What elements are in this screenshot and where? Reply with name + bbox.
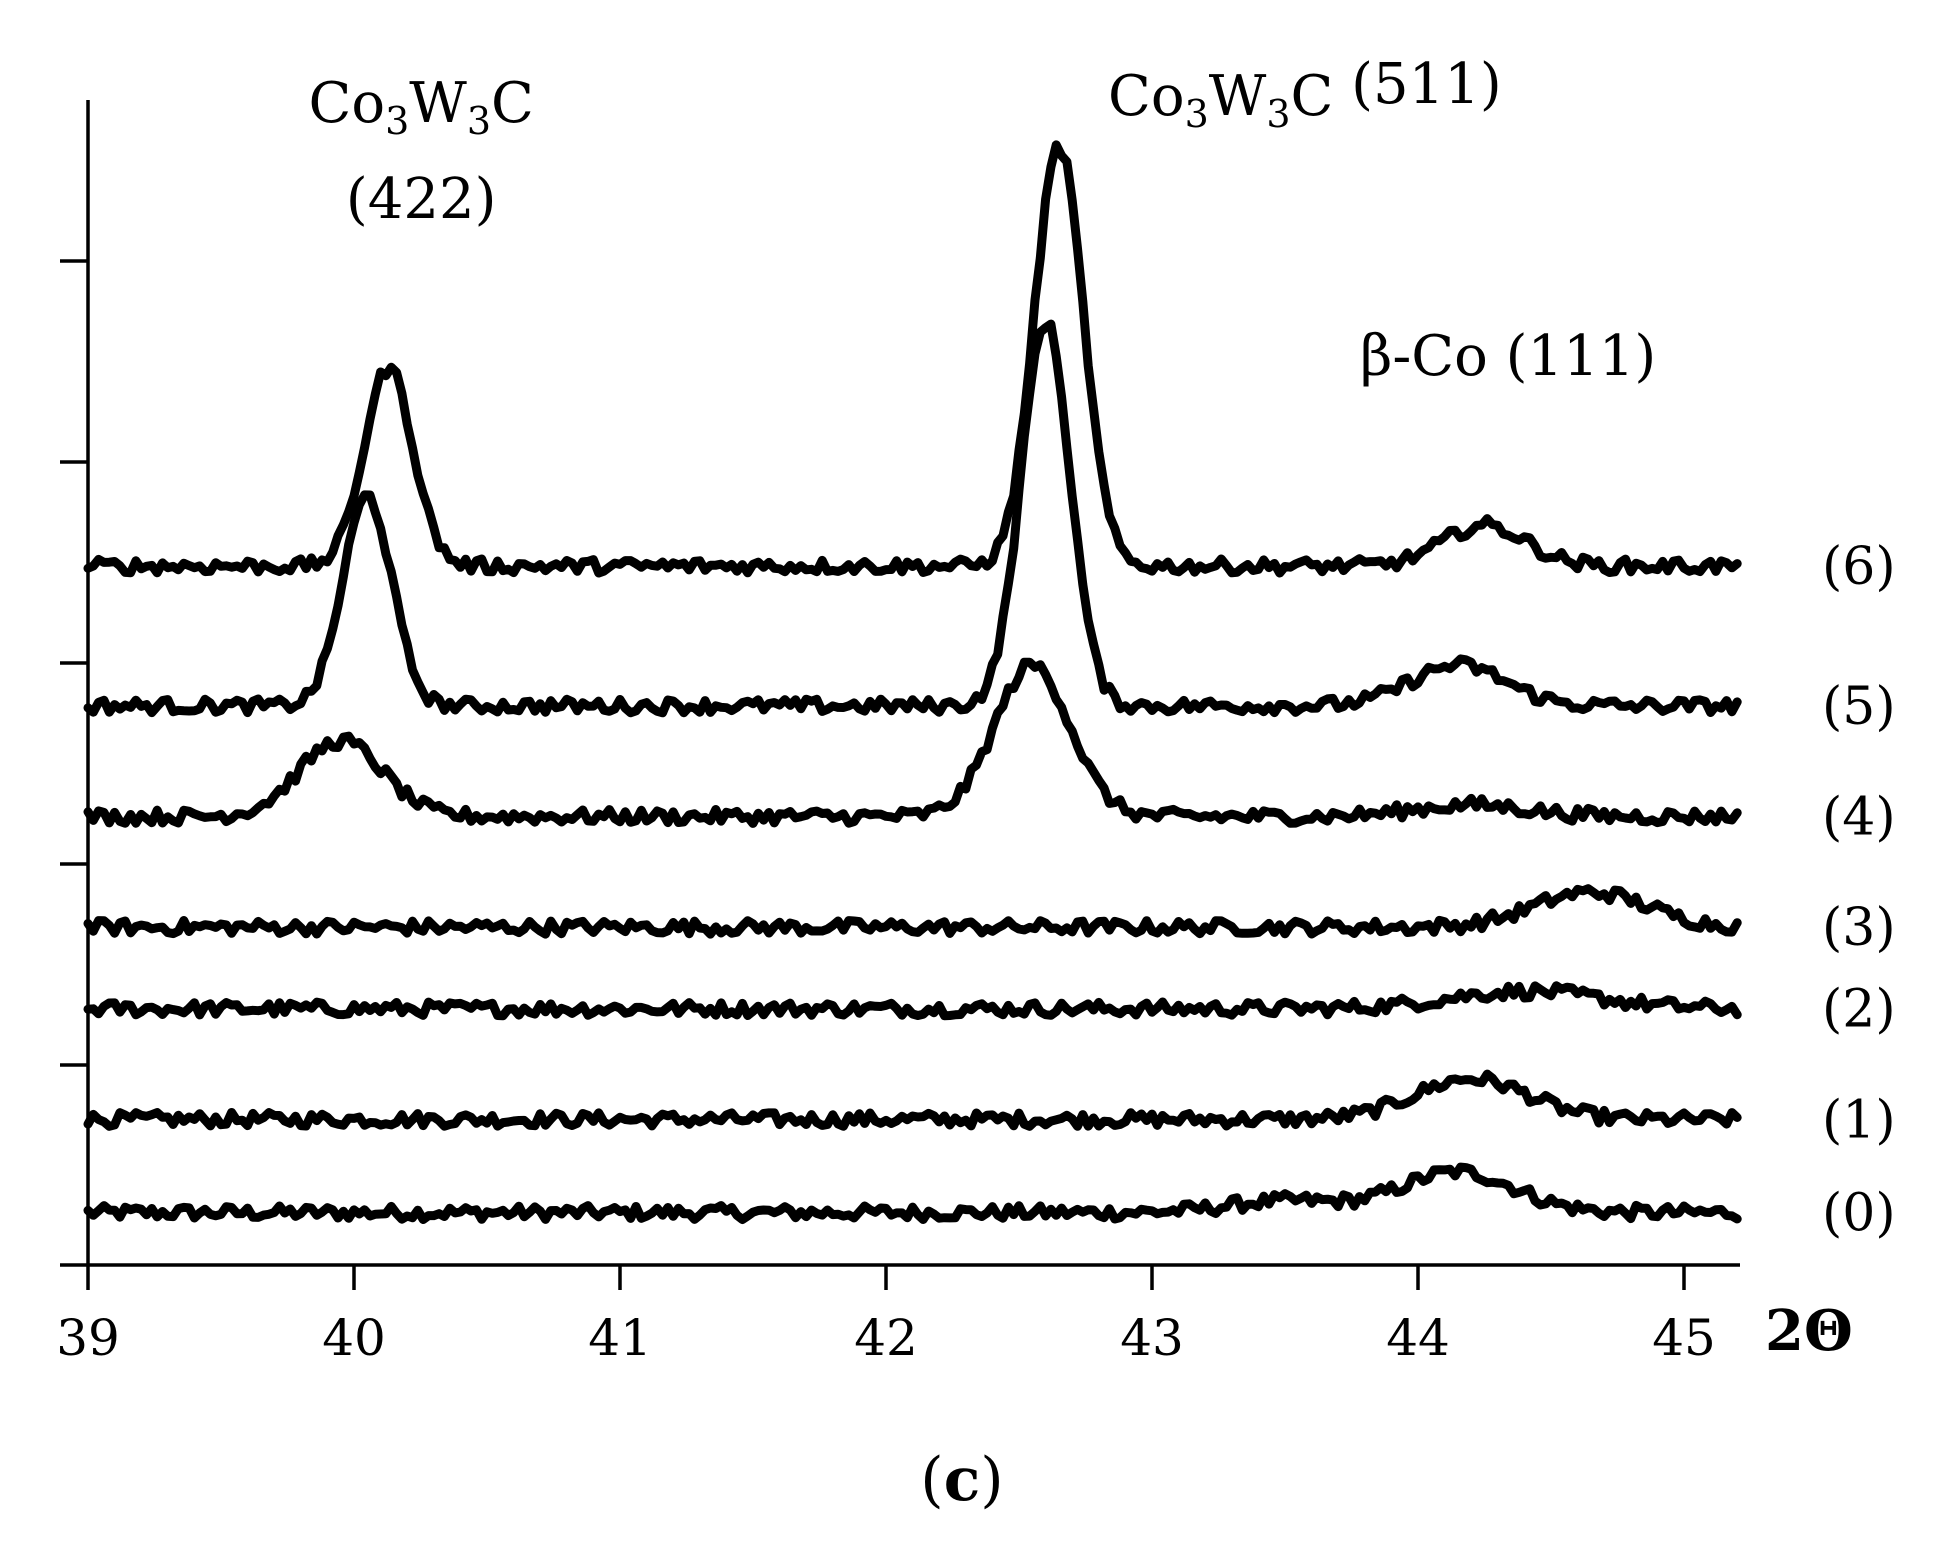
curve-label-5: (5) xyxy=(1822,677,1896,737)
curve-1 xyxy=(83,1069,1742,1131)
curve-label-2: (2) xyxy=(1822,980,1896,1040)
curve-3 xyxy=(83,884,1742,939)
x-tick-label: 40 xyxy=(322,1309,386,1367)
curve-5 xyxy=(83,319,1742,718)
annotation-511: Co3W3C (511) xyxy=(1108,52,1502,136)
x-ticks: 39 40 41 42 43 44 45 xyxy=(56,1265,1716,1367)
curve-6 xyxy=(83,140,1742,578)
annotation-422: Co3W3C xyxy=(309,71,534,143)
curve-4 xyxy=(83,657,1742,828)
curve-label-3: (3) xyxy=(1822,898,1896,958)
curve-2 xyxy=(83,981,1742,1021)
plot-area: 39 40 41 42 43 44 45 (0) (1) (2) (3) (4) (5) (6) Co3… xyxy=(56,52,1895,1367)
panel-label: (c) xyxy=(920,1445,1003,1515)
x-axis-label: 2Θ xyxy=(1765,1298,1853,1364)
x-tick-label: 42 xyxy=(854,1309,918,1367)
curve-label-1: (1) xyxy=(1822,1090,1896,1150)
annotation-422-index: (422) xyxy=(346,167,497,232)
curve-0 xyxy=(83,1162,1742,1224)
curve-labels: (0) (1) (2) (3) (4) (5) (6) xyxy=(1822,537,1896,1244)
x-tick-label: 44 xyxy=(1386,1309,1450,1367)
x-tick-label: 41 xyxy=(588,1309,652,1367)
x-tick-label: 43 xyxy=(1120,1309,1184,1367)
curve-label-0: (0) xyxy=(1822,1184,1896,1244)
diffraction-curves xyxy=(83,140,1742,1224)
annotation-beta-co: β-Co (111) xyxy=(1360,324,1656,389)
curve-label-4: (4) xyxy=(1822,788,1896,848)
x-tick-label: 45 xyxy=(1652,1309,1716,1367)
x-tick-label: 39 xyxy=(56,1309,120,1367)
curve-label-6: (6) xyxy=(1822,537,1896,597)
peak-annotations: Co3W3C (422) Co3W3C (511) β-Co (111) xyxy=(309,52,1657,389)
y-ticks xyxy=(60,259,88,1067)
